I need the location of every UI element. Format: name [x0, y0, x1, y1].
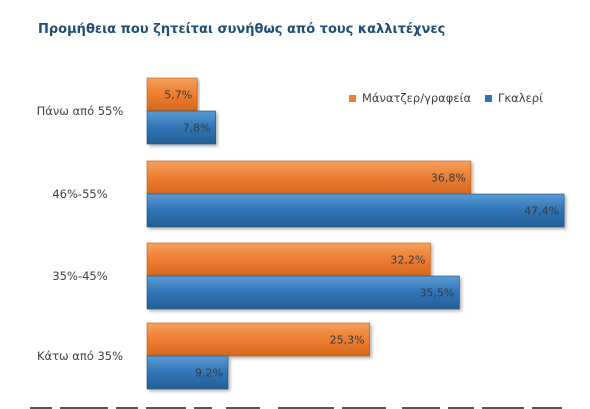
legend-swatch	[485, 95, 492, 102]
chart-title: Προμήθεια που ζητείται συνήθως από τους …	[38, 22, 446, 37]
bar-managers	[146, 322, 370, 357]
legend-swatch	[349, 95, 356, 102]
bar-galleries	[146, 355, 229, 390]
legend-label: Γκαλερί	[498, 91, 543, 105]
data-label: 47,4%	[524, 205, 559, 218]
data-label: 25,3%	[330, 334, 365, 347]
bar-galleries	[146, 110, 216, 145]
data-label: 5,7%	[164, 89, 192, 102]
category-label: 35%-45%	[52, 269, 107, 283]
data-label: 36,8%	[431, 172, 466, 185]
bar-managers	[146, 77, 198, 112]
category-label: 46%-55%	[52, 187, 107, 201]
bar-galleries	[146, 275, 460, 310]
bar-galleries	[146, 193, 565, 228]
category-label: Πάνω από 55%	[37, 104, 124, 118]
legend-label: Μάνατζερ/γραφεία	[362, 91, 471, 105]
legend: Μάνατζερ/γραφεία Γκαλερί	[349, 91, 543, 105]
data-label: 7,8%	[183, 122, 211, 135]
cut-off-text-fragment	[30, 407, 562, 409]
bar-managers	[146, 242, 431, 277]
category-label: Κάτω από 35%	[37, 349, 123, 363]
bar-managers	[146, 160, 472, 195]
data-label: 32,2%	[390, 254, 425, 267]
data-label: 9,2%	[195, 367, 223, 380]
data-label: 35,5%	[419, 287, 454, 300]
